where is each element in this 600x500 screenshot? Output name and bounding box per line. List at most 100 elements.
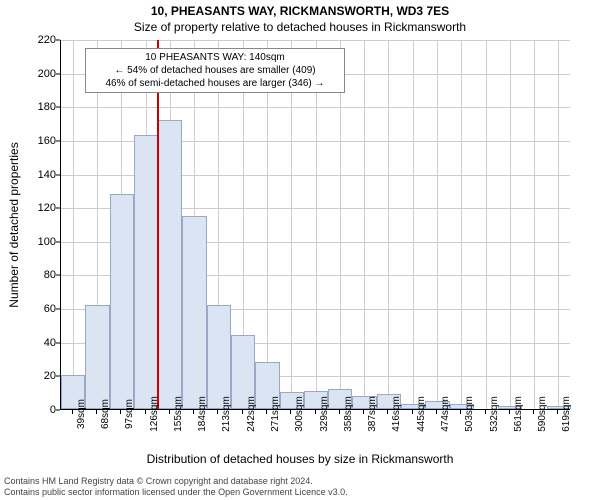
xtick-label: 561sqm xyxy=(513,396,524,432)
ytick-label: 20 xyxy=(16,370,56,382)
xtick-mark xyxy=(436,410,437,414)
ytick-mark xyxy=(56,376,60,377)
xtick-mark xyxy=(193,410,194,414)
gridline-vertical xyxy=(291,40,292,409)
xtick-label: 387sqm xyxy=(367,396,378,432)
xtick-label: 184sqm xyxy=(197,396,208,432)
annotation-box: 10 PHEASANTS WAY: 140sqm ← 54% of detach… xyxy=(85,48,345,93)
gridline-vertical xyxy=(340,40,341,409)
histogram-bar xyxy=(134,135,158,409)
xtick-label: 213sqm xyxy=(221,396,232,432)
ytick-mark xyxy=(56,208,60,209)
y-axis-label: Number of detached properties xyxy=(7,142,21,307)
xtick-mark xyxy=(363,410,364,414)
xtick-label: 532sqm xyxy=(489,396,500,432)
xtick-mark xyxy=(290,410,291,414)
xtick-label: 590sqm xyxy=(537,396,548,432)
histogram-bar xyxy=(110,194,134,409)
ytick-label: 120 xyxy=(16,202,56,214)
xtick-mark xyxy=(412,410,413,414)
x-axis-label: Distribution of detached houses by size … xyxy=(0,452,600,466)
histogram-bar xyxy=(158,120,182,409)
xtick-label: 300sqm xyxy=(294,396,305,432)
xtick-label: 242sqm xyxy=(246,396,257,432)
histogram-bar xyxy=(207,305,231,409)
ytick-mark xyxy=(56,73,60,74)
xtick-label: 503sqm xyxy=(464,396,475,432)
ytick-mark xyxy=(56,40,60,41)
xtick-mark xyxy=(460,410,461,414)
xtick-label: 155sqm xyxy=(173,396,184,432)
histogram-bar xyxy=(182,216,206,409)
xtick-mark xyxy=(557,410,558,414)
footer-line2: Contains public sector information licen… xyxy=(4,487,348,498)
gridline-vertical xyxy=(486,40,487,409)
ytick-label: 160 xyxy=(16,135,56,147)
xtick-mark xyxy=(96,410,97,414)
xtick-mark xyxy=(509,410,510,414)
ytick-label: 60 xyxy=(16,303,56,315)
ytick-label: 200 xyxy=(16,68,56,80)
gridline-vertical xyxy=(73,40,74,409)
xtick-mark xyxy=(72,410,73,414)
ytick-mark xyxy=(56,140,60,141)
ytick-mark xyxy=(56,174,60,175)
annotation-line1: 10 PHEASANTS WAY: 140sqm xyxy=(90,51,340,64)
ytick-label: 80 xyxy=(16,269,56,281)
xtick-mark xyxy=(217,410,218,414)
ytick-label: 40 xyxy=(16,337,56,349)
ytick-mark xyxy=(56,342,60,343)
ytick-mark xyxy=(56,410,60,411)
chart-title-subtitle: Size of property relative to detached ho… xyxy=(0,20,600,34)
gridline-vertical xyxy=(388,40,389,409)
gridline-vertical xyxy=(534,40,535,409)
xtick-label: 619sqm xyxy=(561,396,572,432)
gridline-vertical xyxy=(437,40,438,409)
ytick-mark xyxy=(56,241,60,242)
gridline-vertical xyxy=(461,40,462,409)
xtick-label: 126sqm xyxy=(149,396,160,432)
xtick-mark xyxy=(266,410,267,414)
xtick-label: 97sqm xyxy=(124,399,135,429)
xtick-mark xyxy=(339,410,340,414)
ytick-mark xyxy=(56,107,60,108)
xtick-label: 416sqm xyxy=(391,396,402,432)
annotation-line3: 46% of semi-detached houses are larger (… xyxy=(90,77,340,90)
xtick-mark xyxy=(387,410,388,414)
histogram-bar xyxy=(85,305,109,409)
plot-area xyxy=(60,40,570,410)
xtick-mark xyxy=(242,410,243,414)
ytick-label: 180 xyxy=(16,101,56,113)
ytick-label: 0 xyxy=(16,404,56,416)
xtick-label: 358sqm xyxy=(343,396,354,432)
marker-line xyxy=(157,40,159,409)
xtick-mark xyxy=(533,410,534,414)
xtick-mark xyxy=(485,410,486,414)
ytick-label: 220 xyxy=(16,34,56,46)
ytick-label: 100 xyxy=(16,236,56,248)
ytick-mark xyxy=(56,275,60,276)
footer-credits: Contains HM Land Registry data © Crown c… xyxy=(4,476,348,498)
xtick-label: 474sqm xyxy=(440,396,451,432)
xtick-label: 271sqm xyxy=(270,396,281,432)
gridline-vertical xyxy=(558,40,559,409)
gridline-vertical xyxy=(364,40,365,409)
footer-line1: Contains HM Land Registry data © Crown c… xyxy=(4,476,348,487)
xtick-label: 68sqm xyxy=(100,399,111,429)
xtick-label: 39sqm xyxy=(76,399,87,429)
xtick-mark xyxy=(120,410,121,414)
gridline-vertical xyxy=(316,40,317,409)
chart-title-address: 10, PHEASANTS WAY, RICKMANSWORTH, WD3 7E… xyxy=(0,4,600,18)
xtick-label: 445sqm xyxy=(416,396,427,432)
gridline-vertical xyxy=(413,40,414,409)
ytick-label: 140 xyxy=(16,169,56,181)
ytick-mark xyxy=(56,309,60,310)
xtick-mark xyxy=(145,410,146,414)
xtick-mark xyxy=(169,410,170,414)
chart-container: 10, PHEASANTS WAY, RICKMANSWORTH, WD3 7E… xyxy=(0,0,600,500)
gridline-vertical xyxy=(510,40,511,409)
gridline-vertical xyxy=(267,40,268,409)
annotation-line2: ← 54% of detached houses are smaller (40… xyxy=(90,64,340,77)
xtick-label: 329sqm xyxy=(319,396,330,432)
xtick-mark xyxy=(315,410,316,414)
